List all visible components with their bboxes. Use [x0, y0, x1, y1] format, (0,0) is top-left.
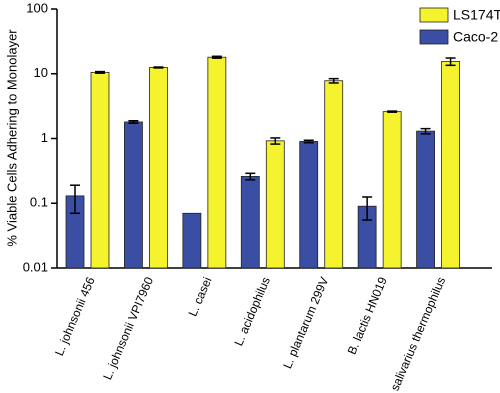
- bar: [265, 140, 285, 269]
- bar: [207, 56, 227, 269]
- y-tick-label: 0.01: [23, 259, 48, 274]
- x-tick-label: B. lactis HN019: [345, 275, 390, 357]
- bar: [149, 67, 168, 269]
- y-tick-label: 10: [34, 65, 48, 80]
- x-tick-label: L. johnsonii VPI7960: [100, 275, 156, 382]
- bar: [324, 80, 344, 269]
- error-bar: [387, 110, 398, 113]
- error-bar: [445, 57, 456, 67]
- bar: [240, 175, 260, 269]
- error-bar: [95, 70, 105, 74]
- error-bar: [153, 66, 164, 69]
- bar: [299, 141, 319, 269]
- legend-label: Caco-2: [453, 29, 498, 45]
- error-bar: [328, 77, 339, 84]
- error-bar: [303, 139, 314, 144]
- x-tick-label: L. casei: [185, 275, 214, 319]
- error-bar: [245, 172, 256, 181]
- error-bar: [211, 55, 222, 59]
- legend-swatch: [419, 29, 449, 45]
- y-tick-label: 100: [26, 0, 48, 15]
- y-axis-label: % Viable Cells Adhering to Monolayer: [4, 29, 19, 247]
- bar: [382, 111, 402, 269]
- bar: [441, 61, 460, 269]
- error-bar: [420, 127, 431, 135]
- error-bar: [362, 196, 373, 221]
- bar: [416, 130, 435, 269]
- x-tick-label: L. plantarum 299V: [280, 275, 331, 371]
- error-bar: [270, 137, 281, 145]
- legend-swatch: [419, 7, 449, 23]
- bar: [182, 212, 202, 269]
- x-tick-label: L. acidophilus: [231, 275, 273, 348]
- y-tick-label: 0.1: [30, 195, 48, 210]
- x-tick-label: S. salivarius thermophilus: [382, 275, 448, 393]
- bar: [90, 71, 110, 269]
- bar: [124, 121, 143, 269]
- y-tick-label: 1: [41, 130, 48, 145]
- x-tick-label: L. johnsonii 456: [52, 275, 98, 358]
- error-bar: [70, 184, 80, 215]
- legend-label: LS174T: [453, 7, 500, 23]
- error-bar: [128, 119, 139, 124]
